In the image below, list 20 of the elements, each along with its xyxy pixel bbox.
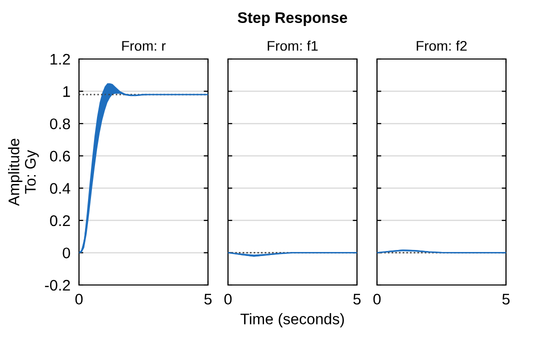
x-tick-label: 5 (204, 294, 212, 305)
text: Step Response (238, 12, 348, 26)
y-tick-label: -0.2 (45, 280, 70, 291)
y-tick-label: 1 (63, 86, 70, 97)
x-axis-title: Time (seconds) (240, 313, 344, 328)
x-tick-label: 5 (353, 294, 361, 305)
x-tick-label: 0 (224, 294, 232, 305)
x-tick-label: 0 (75, 294, 83, 305)
y-tick-label: 1.2 (50, 54, 70, 65)
chart-title: From: r (122, 41, 166, 51)
x-tick-label: 0 (373, 294, 381, 305)
y-axis-title: Amplitude To: Gy (8, 138, 39, 206)
y-tick-label: 0.6 (50, 150, 70, 162)
y-tick-label: 0 (62, 248, 70, 258)
y-tick-label: 0.4 (50, 183, 70, 194)
chart-title: From: f1 (268, 40, 318, 51)
x-tick-label: 5 (502, 294, 510, 305)
chart-title: From: f2 (416, 40, 467, 51)
y-tick-label: 0.2 (50, 215, 70, 226)
y-tick-label: 0.8 (50, 118, 70, 130)
